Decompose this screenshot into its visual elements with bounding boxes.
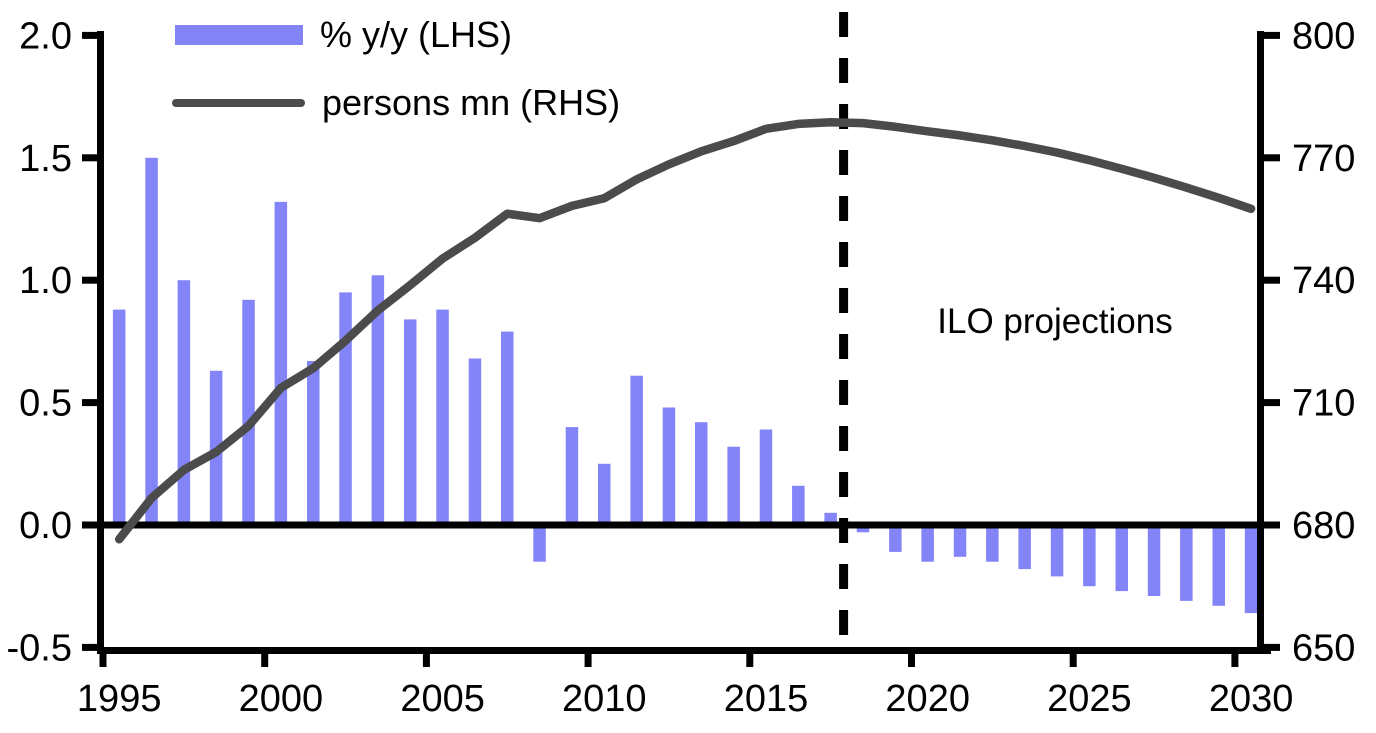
x-axis-label: 2025 (1047, 678, 1132, 720)
right-axis-label: 680 (1292, 505, 1355, 547)
bar-2014 (727, 446, 740, 525)
x-axis-label: 2030 (1209, 678, 1294, 720)
right-spine (1257, 31, 1264, 654)
bar-2026 (1115, 525, 1128, 592)
bar-2019 (889, 525, 902, 552)
bar-1999 (242, 299, 255, 525)
line-series-label: persons mn (RHS) (322, 82, 621, 123)
bar-2003 (371, 275, 385, 525)
x-tick (1069, 654, 1077, 667)
bar-2012 (662, 407, 676, 525)
left-tick (82, 154, 98, 162)
x-axis-label: 2005 (400, 678, 485, 720)
x-axis-label: 1995 (77, 678, 162, 720)
bar-2002 (339, 292, 352, 525)
x-tick (422, 654, 430, 667)
bar-2027 (1147, 525, 1161, 596)
x-tick (746, 654, 754, 667)
bar-2015 (759, 429, 773, 525)
bar-2023 (1018, 525, 1031, 570)
right-axis-label: 740 (1292, 260, 1355, 302)
bar-2024 (1050, 525, 1064, 577)
bar-2011 (630, 375, 643, 525)
left-tick (82, 31, 98, 39)
bar-2029 (1212, 525, 1225, 606)
right-tick (1264, 154, 1280, 162)
bar-2016 (792, 485, 805, 525)
right-axis-label: 710 (1292, 383, 1355, 425)
bar-2005 (436, 309, 449, 525)
right-axis-label: 770 (1292, 138, 1355, 180)
bar-2013 (695, 422, 708, 525)
left-axis-label: -0.5 (7, 627, 72, 669)
left-spine (97, 31, 104, 654)
bar-series-swatch-icon (175, 25, 303, 45)
bar-1995 (112, 309, 126, 525)
bar-1996 (145, 157, 158, 526)
line-series-swatch-icon (172, 99, 305, 107)
right-tick (1264, 643, 1280, 651)
x-axis-label: 2015 (724, 678, 809, 720)
x-tick (908, 654, 915, 667)
x-axis-label: 2000 (239, 678, 324, 720)
bar-2028 (1180, 525, 1193, 601)
bar-2009 (565, 427, 579, 525)
bar-2001 (307, 361, 320, 525)
left-axis-label: 2.0 (19, 15, 72, 57)
bar-2021 (953, 525, 967, 557)
bar-2010 (598, 463, 611, 525)
left-axis-label: 1.5 (19, 138, 72, 180)
bar-2020 (921, 525, 934, 562)
left-axis-label: 1.0 (19, 260, 72, 302)
zero-line (103, 521, 1258, 529)
left-axis-label: 0.5 (19, 383, 72, 425)
right-tick (1264, 31, 1280, 39)
x-tick (261, 654, 269, 667)
bar-2025 (1083, 525, 1096, 587)
right-axis-label: 800 (1292, 15, 1355, 57)
x-tick (99, 654, 107, 667)
x-axis-label: 2020 (885, 678, 970, 720)
right-tick (1264, 521, 1280, 529)
legend-item-line-series: persons mn (RHS) (172, 83, 620, 123)
left-tick (82, 399, 98, 407)
projection-annotation: ILO projections (937, 302, 1173, 341)
legend-item-bar-series: % y/y (LHS) (175, 15, 512, 55)
x-tick (584, 654, 592, 667)
bar-series-label: % y/y (LHS) (320, 14, 513, 55)
right-tick (1264, 399, 1280, 407)
bar-1997 (177, 280, 191, 525)
right-tick (1264, 276, 1280, 284)
bar-2018 (856, 525, 870, 533)
persons-line (114, 118, 1256, 544)
bottom-spine (97, 647, 1271, 654)
bar-2006 (468, 358, 482, 525)
bar-2008 (533, 525, 546, 562)
left-tick (82, 643, 98, 651)
bar-2007 (501, 331, 514, 525)
x-tick (1231, 654, 1239, 667)
bar-2000 (274, 201, 288, 525)
bar-2004 (404, 319, 417, 525)
left-tick (82, 276, 98, 284)
left-axis-label: 0.0 (19, 505, 72, 547)
left-tick (82, 521, 98, 529)
x-axis-label: 2010 (562, 678, 647, 720)
right-axis-label: 650 (1292, 627, 1355, 669)
bar-2022 (986, 525, 999, 562)
bar-2030 (1244, 525, 1258, 614)
